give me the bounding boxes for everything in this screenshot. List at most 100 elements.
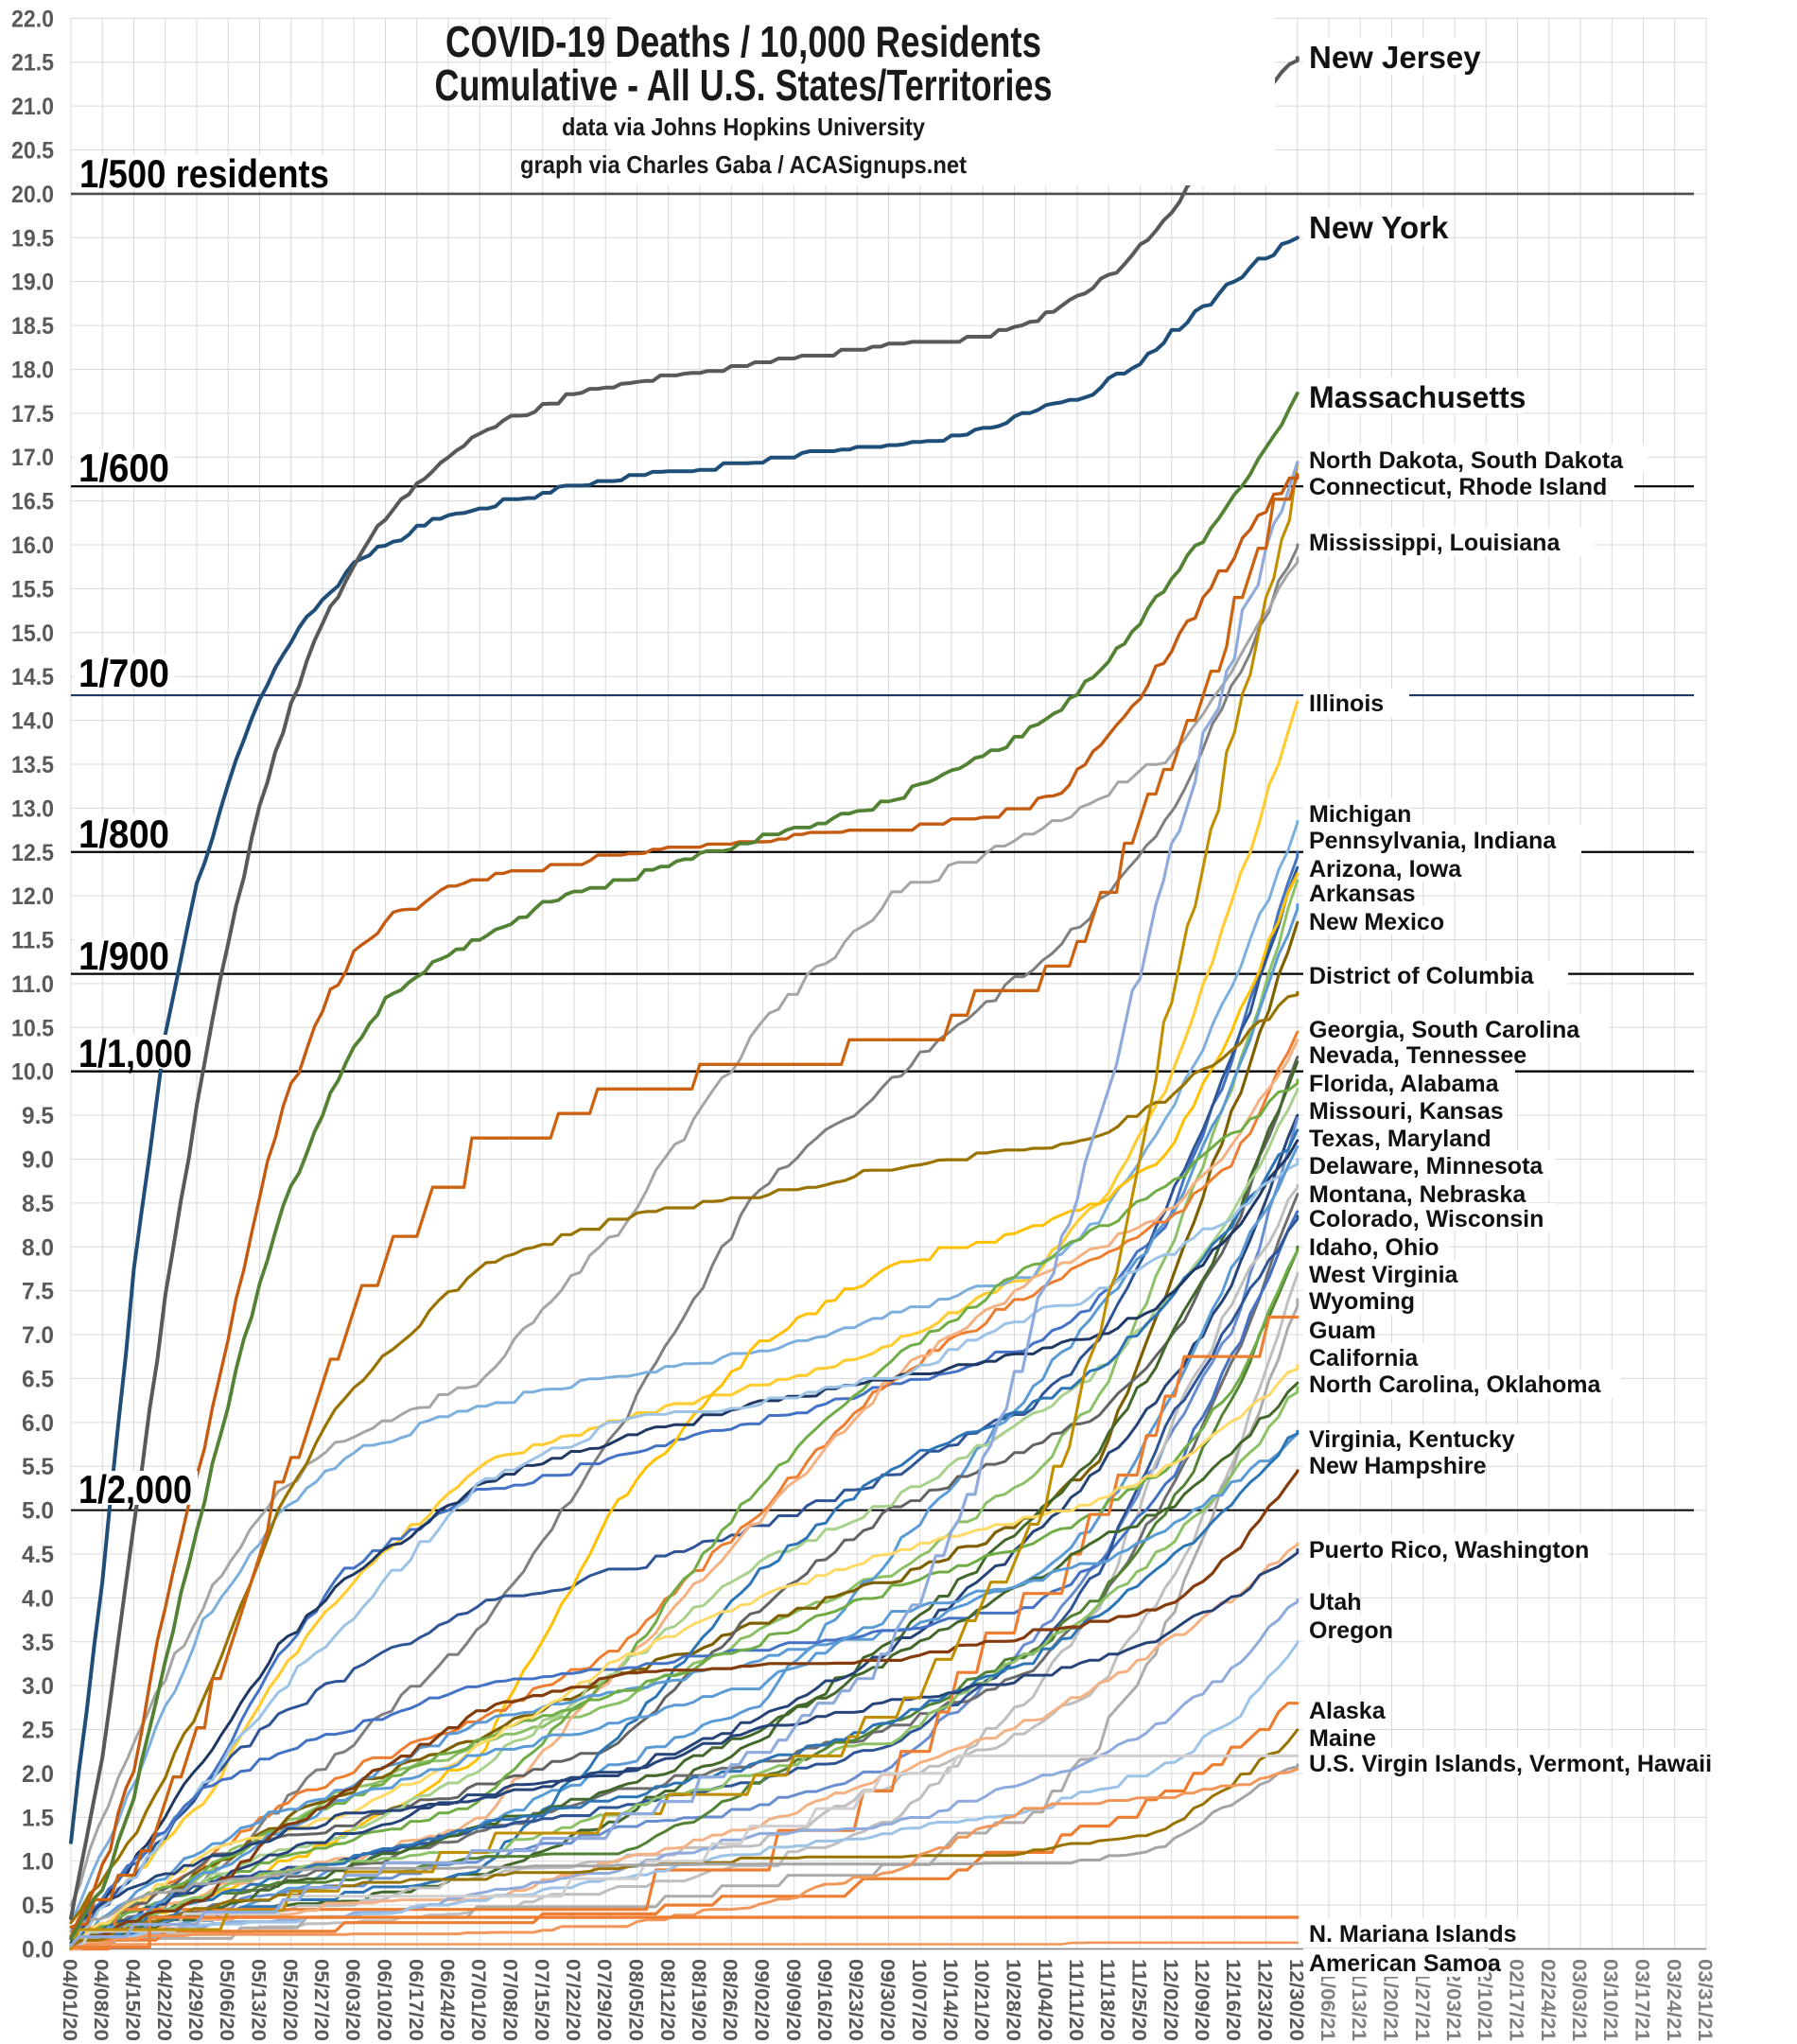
svg-text:1/700: 1/700 [79,651,169,695]
svg-text:Guam: Guam [1309,1318,1376,1344]
svg-text:12.5: 12.5 [11,840,54,866]
svg-text:08/12/20: 08/12/20 [656,1959,678,2041]
svg-text:North Dakota, South Dakota: North Dakota, South Dakota [1309,447,1624,474]
svg-text:01/06/21: 01/06/21 [1317,1959,1338,2041]
svg-text:3.0: 3.0 [22,1673,54,1700]
svg-text:6.0: 6.0 [22,1410,54,1437]
svg-text:Utah: Utah [1309,1589,1362,1616]
svg-text:graph via Charles Gaba / ACASi: graph via Charles Gaba / ACASignups.net [520,150,967,179]
svg-text:Puerto Rico, Washington: Puerto Rico, Washington [1309,1537,1589,1564]
svg-text:12/02/20: 12/02/20 [1160,1959,1181,2041]
svg-text:4.5: 4.5 [22,1542,54,1568]
svg-text:1/500 residents: 1/500 residents [79,151,329,196]
svg-text:09/16/20: 09/16/20 [813,1959,835,2041]
svg-text:19.0: 19.0 [11,270,54,296]
svg-text:N. Mariana Islands: N. Mariana Islands [1309,1921,1517,1948]
svg-text:Colorado, Wisconsin: Colorado, Wisconsin [1309,1206,1544,1232]
svg-text:3.5: 3.5 [22,1630,54,1656]
svg-text:08/19/20: 08/19/20 [688,1959,709,2041]
svg-text:North Carolina, Oklahoma: North Carolina, Oklahoma [1309,1371,1601,1398]
svg-text:Arizona, Iowa: Arizona, Iowa [1309,856,1462,882]
svg-text:02/10/21: 02/10/21 [1474,1959,1495,2041]
svg-text:10.5: 10.5 [11,1015,54,1041]
svg-text:09/30/20: 09/30/20 [877,1959,898,2041]
svg-text:9.5: 9.5 [22,1103,54,1129]
svg-text:02/03/21: 02/03/21 [1442,1959,1464,2041]
svg-text:04/29/20: 04/29/20 [184,1959,206,2041]
svg-text:11/04/20: 11/04/20 [1034,1959,1056,2041]
svg-text:05/20/20: 05/20/20 [279,1959,301,2041]
svg-text:New Hampshire: New Hampshire [1309,1453,1487,1479]
svg-text:12/09/20: 12/09/20 [1191,1959,1213,2041]
svg-text:8.0: 8.0 [22,1234,54,1261]
svg-text:2.5: 2.5 [22,1718,54,1744]
svg-text:12/16/20: 12/16/20 [1222,1959,1244,2041]
svg-text:18.5: 18.5 [11,313,54,340]
svg-text:5.5: 5.5 [22,1454,54,1480]
svg-text:18.0: 18.0 [11,358,54,384]
svg-text:7.5: 7.5 [22,1279,54,1305]
svg-text:07/22/20: 07/22/20 [562,1959,584,2041]
svg-text:19.5: 19.5 [11,225,54,252]
svg-text:04/01/20: 04/01/20 [59,1959,80,2041]
svg-text:Missouri, Kansas: Missouri, Kansas [1309,1098,1504,1125]
svg-text:Texas, Maryland: Texas, Maryland [1309,1126,1492,1152]
svg-text:05/27/20: 05/27/20 [310,1959,332,2041]
svg-text:1/1,000: 1/1,000 [79,1031,192,1075]
svg-text:03/03/21: 03/03/21 [1568,1959,1590,2041]
svg-text:0.0: 0.0 [22,1937,54,1964]
svg-text:West Virginia: West Virginia [1309,1262,1459,1288]
svg-text:Maine: Maine [1309,1725,1376,1752]
svg-text:Oregon: Oregon [1309,1617,1393,1644]
svg-text:15.0: 15.0 [11,620,54,647]
svg-text:Nevada, Tennessee: Nevada, Tennessee [1309,1042,1527,1069]
svg-text:20.5: 20.5 [11,138,54,165]
svg-text:01/13/21: 01/13/21 [1348,1959,1370,2041]
svg-text:14.5: 14.5 [11,664,54,690]
svg-text:07/01/20: 07/01/20 [467,1959,489,2041]
svg-text:16.5: 16.5 [11,489,54,515]
svg-text:04/15/20: 04/15/20 [122,1959,144,2041]
svg-text:05/06/20: 05/06/20 [216,1959,237,2041]
svg-text:03/31/21: 03/31/21 [1694,1959,1716,2041]
svg-text:03/17/21: 03/17/21 [1631,1959,1653,2041]
svg-text:Idaho, Ohio: Idaho, Ohio [1309,1234,1439,1261]
svg-text:COVID-19 Deaths / 10,000 Resid: COVID-19 Deaths / 10,000 Residents [445,17,1041,66]
svg-text:8.5: 8.5 [22,1191,54,1217]
svg-text:Wyoming: Wyoming [1309,1288,1415,1315]
svg-text:22.0: 22.0 [11,6,54,32]
svg-text:Illinois: Illinois [1309,690,1384,717]
svg-text:Florida, Alabama: Florida, Alabama [1309,1071,1500,1097]
svg-text:17.5: 17.5 [11,401,54,428]
svg-text:U.S. Virgin Islands, Vermont,: U.S. Virgin Islands, Vermont, Hawaii [1309,1751,1712,1777]
svg-text:12.0: 12.0 [11,883,54,910]
svg-text:data via Johns Hopkins Univers: data via Johns Hopkins University [562,113,925,141]
svg-text:10/07/20: 10/07/20 [908,1959,930,2041]
svg-text:13.0: 13.0 [11,795,54,822]
svg-text:Mississippi, Louisiana: Mississippi, Louisiana [1309,530,1561,556]
svg-text:11.0: 11.0 [11,971,54,998]
svg-text:01/27/21: 01/27/21 [1411,1959,1433,2041]
svg-text:5.0: 5.0 [22,1498,54,1525]
svg-text:06/17/20: 06/17/20 [405,1959,427,2041]
svg-text:4.0: 4.0 [22,1585,54,1612]
svg-text:01/20/21: 01/20/21 [1380,1959,1402,2041]
svg-text:10/21/20: 10/21/20 [970,1959,992,2041]
svg-text:Virginia, Kentucky: Virginia, Kentucky [1309,1426,1515,1453]
svg-text:Montana, Nebraska: Montana, Nebraska [1309,1181,1527,1208]
svg-text:02/24/21: 02/24/21 [1537,1959,1559,2041]
svg-text:7.0: 7.0 [22,1322,54,1349]
svg-text:06/03/20: 06/03/20 [341,1959,363,2041]
svg-text:06/10/20: 06/10/20 [374,1959,395,2041]
svg-text:03/24/21: 03/24/21 [1663,1959,1684,2041]
svg-text:1/800: 1/800 [79,812,169,856]
svg-text:09/09/20: 09/09/20 [782,1959,804,2041]
svg-text:American Samoa: American Samoa [1309,1950,1502,1977]
svg-text:0.5: 0.5 [22,1893,54,1919]
svg-text:11/25/20: 11/25/20 [1128,1959,1150,2041]
svg-text:17.0: 17.0 [11,445,54,471]
svg-text:10/14/20: 10/14/20 [939,1959,961,2041]
svg-text:07/08/20: 07/08/20 [499,1959,521,2041]
svg-text:15.5: 15.5 [11,576,54,603]
svg-text:21.5: 21.5 [11,50,54,77]
